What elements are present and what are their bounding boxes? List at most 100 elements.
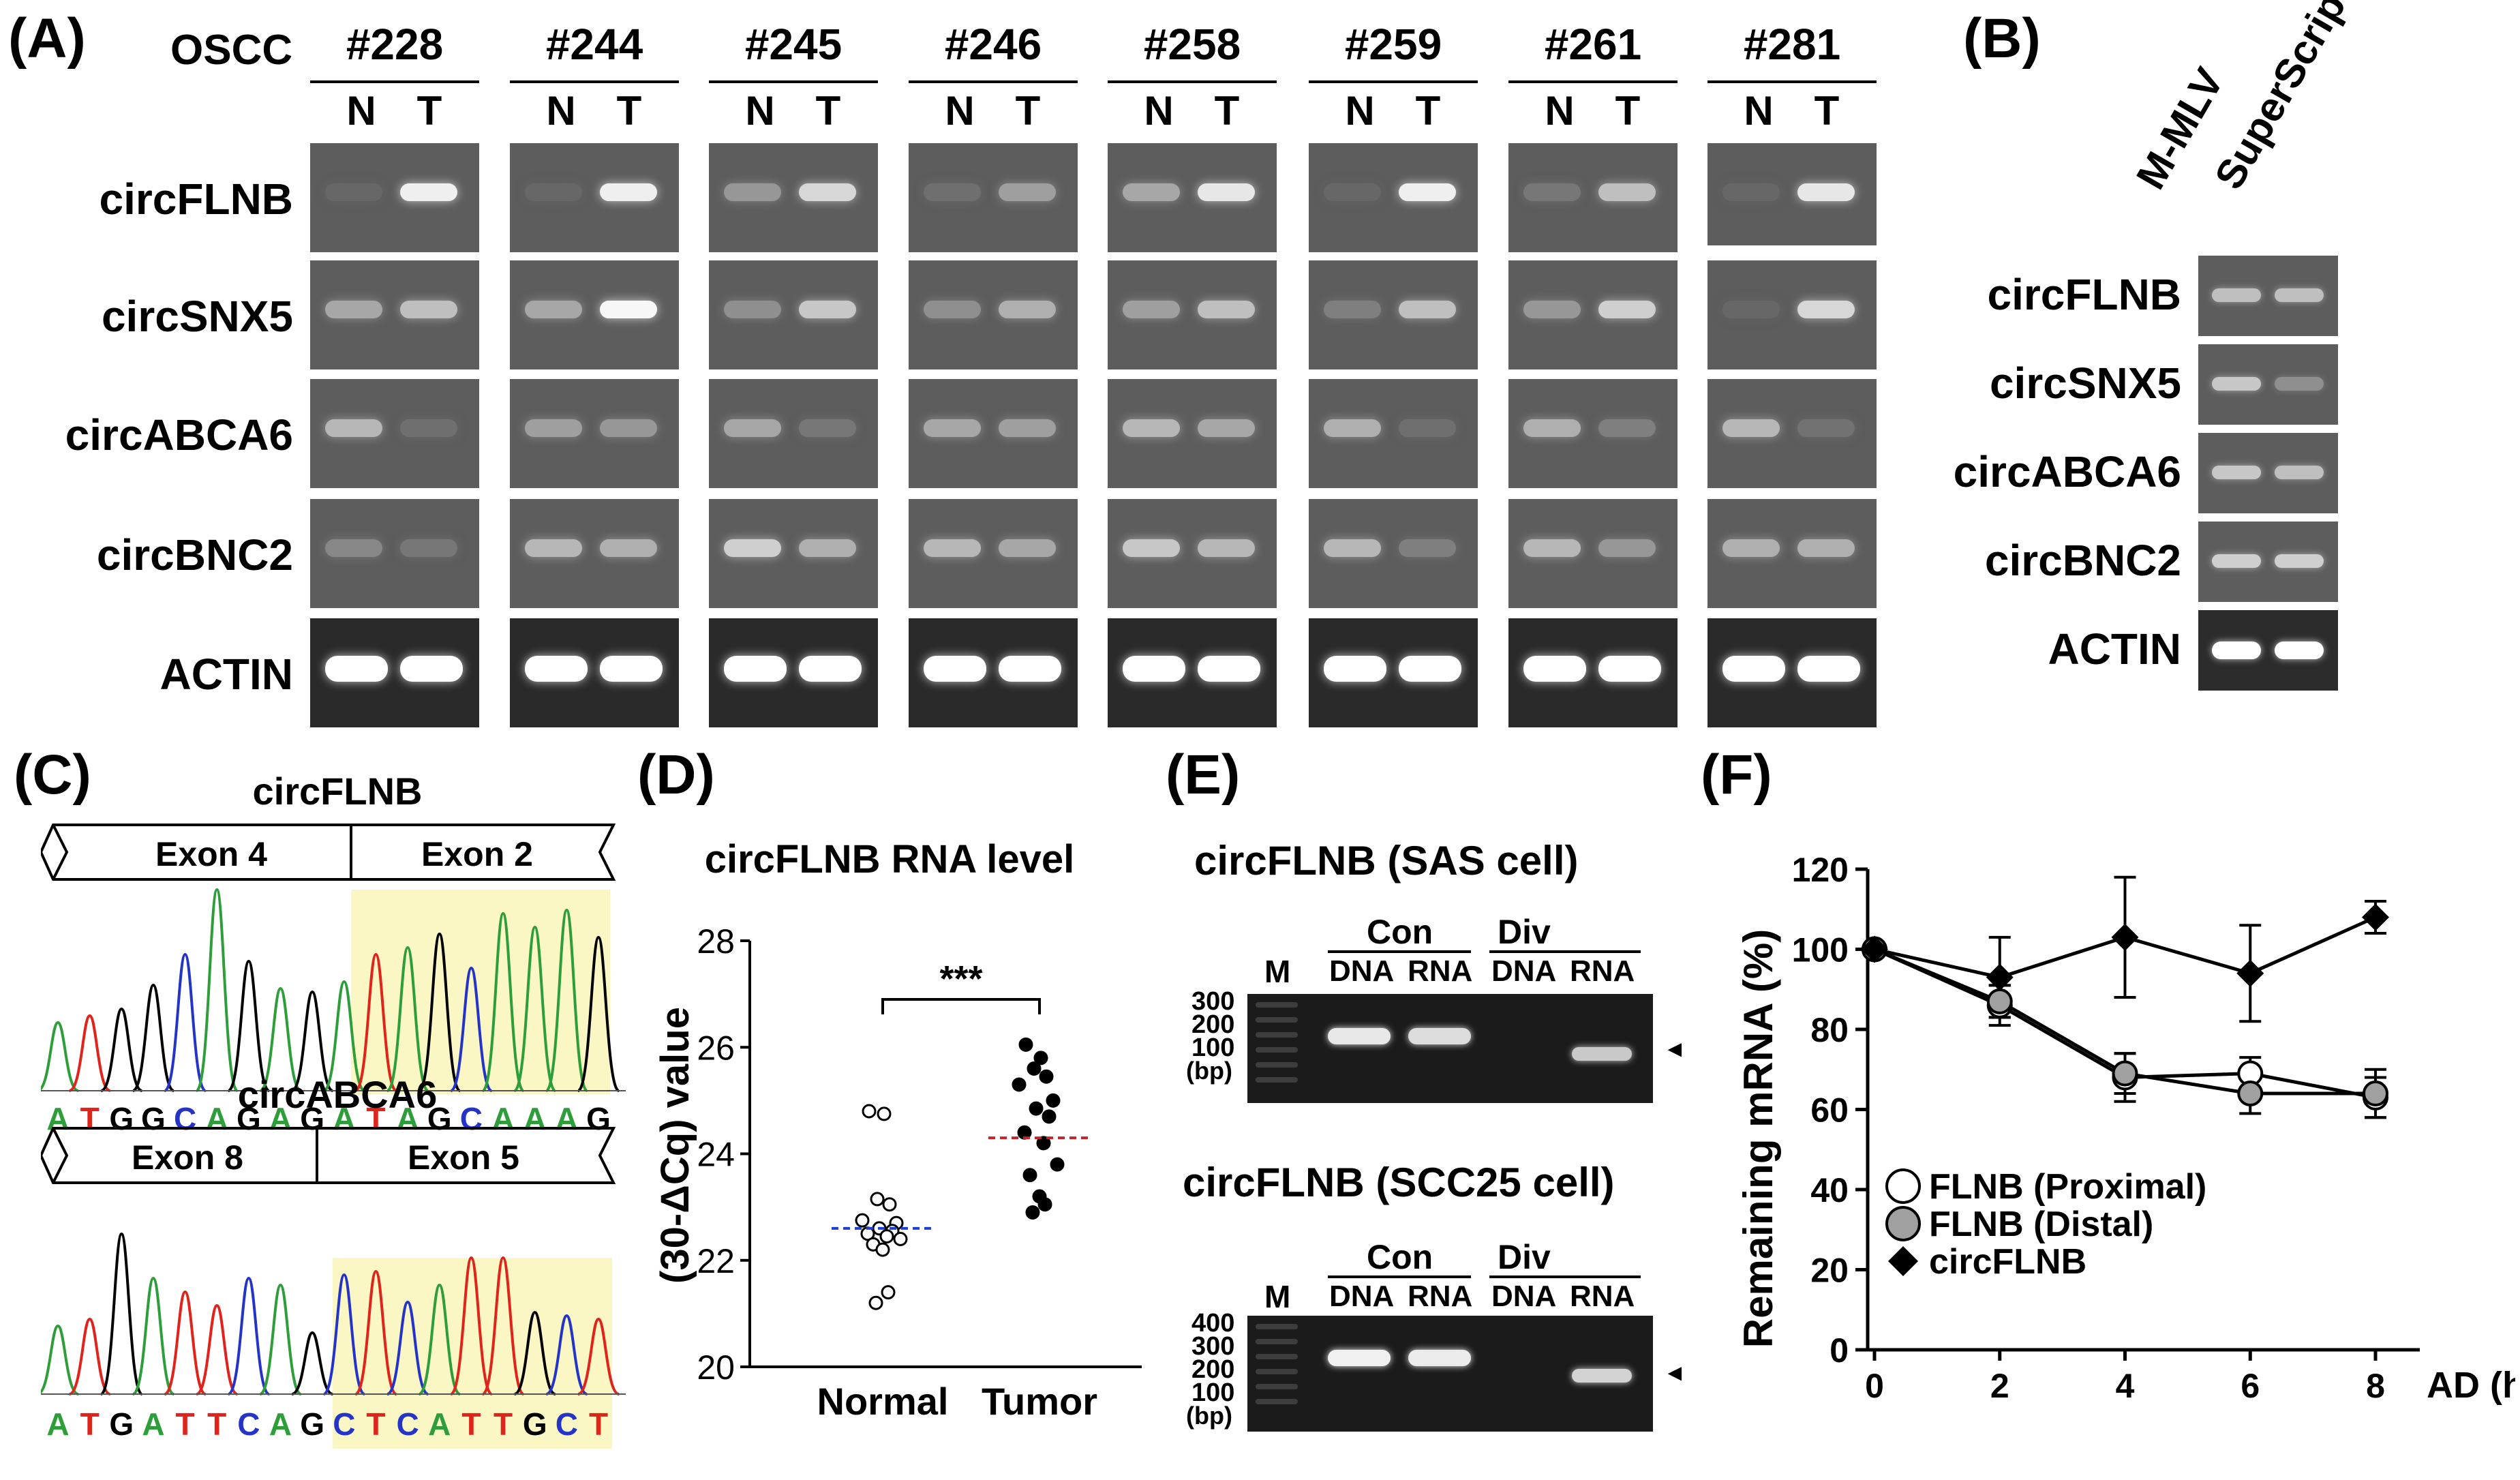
panel-label-e: (E) (1166, 744, 1241, 806)
lane-label-rna: RNA (1408, 954, 1473, 988)
band-normal (525, 539, 582, 557)
sequence-base: T (80, 1406, 100, 1442)
gel-lane-block (1508, 499, 1678, 608)
chromatogram-peak (259, 1283, 302, 1395)
band-tumor (1399, 183, 1456, 201)
band-tumor (999, 301, 1056, 318)
band-normal (724, 301, 781, 318)
row-label-circsnx5: circSNX5 (1989, 359, 2181, 408)
sequence-base: A (269, 1101, 292, 1136)
ladder-band (1256, 1399, 1298, 1404)
data-point-tumor (1022, 1168, 1037, 1183)
data-point-circflnb (2236, 959, 2264, 987)
oscc-label: OSCC (170, 27, 293, 74)
band-tumor (1598, 301, 1656, 318)
band-arrowhead: ◄ (1663, 1036, 1686, 1062)
data-point-tumor (1046, 1093, 1061, 1108)
panel-label-c: (C) (14, 744, 91, 806)
band-normal (325, 656, 388, 682)
bottom-chromatogram-title: circABCA6 (238, 1073, 438, 1116)
data-point-circflnb (2111, 923, 2139, 951)
band-normal (924, 419, 981, 437)
lane-label-n: N (945, 88, 975, 134)
sequence-base: T (366, 1101, 385, 1136)
band-normal (1123, 539, 1180, 557)
top-exon-box (41, 824, 616, 881)
band-tumor (600, 183, 657, 201)
data-point-normal (870, 1192, 885, 1207)
lane-label-dna: DNA (1329, 954, 1395, 988)
band-tumor (1797, 301, 1855, 318)
lane-label-n: N (1144, 88, 1174, 134)
sequence-base: G (237, 1101, 261, 1136)
group-label-div: Div (1498, 913, 1551, 951)
band-tumor (1797, 656, 1860, 682)
data-point-distal (2237, 1081, 2264, 1106)
band-arrowhead: ◄ (1663, 1360, 1686, 1386)
sequence-base: A (523, 1101, 546, 1136)
group-label-con: Con (1367, 1238, 1433, 1276)
sample-underline (709, 80, 878, 83)
legend-marker-circflnb (1888, 1246, 1918, 1276)
ladder-size-label: 300 (1191, 1332, 1235, 1361)
gel-lane-block (1508, 143, 1678, 252)
ladder-band (1256, 1047, 1298, 1053)
gel-lane-block (510, 143, 679, 252)
row-label-actin: ACTIN (160, 650, 293, 699)
sequence-base: A (556, 1101, 578, 1136)
sample-header: #228 (310, 19, 479, 83)
top-chromatogram-trace (41, 888, 626, 1092)
bottom-chromatogram-trace (41, 1232, 626, 1395)
chromatogram-peak (68, 1317, 111, 1395)
scc25-gel-title: circFLNB (SCC25 cell) (1183, 1160, 1615, 1205)
legend-label: circFLNB (1929, 1242, 2086, 1282)
lane-label-t: T (416, 88, 442, 134)
gel-lane-block (1309, 379, 1478, 488)
sequence-base: G (300, 1406, 324, 1442)
chromatogram-peak (164, 952, 207, 1092)
band-tumor (400, 419, 457, 437)
lane-label-rna: RNA (1408, 1280, 1473, 1313)
chromatogram-peak (41, 1021, 79, 1092)
x-category-label: Normal (817, 1380, 949, 1423)
gel-lane-block (709, 618, 878, 727)
gel-lane-block (310, 260, 479, 369)
band-tumor (400, 539, 457, 557)
top-chromatogram-title: circFLNB (253, 770, 423, 813)
ladder-size-label: (bp) (1186, 1402, 1232, 1430)
sample-header: #244 (510, 19, 679, 83)
lane-label-t: T (1814, 88, 1840, 134)
group-label-con: Con (1367, 913, 1433, 951)
band-normal (924, 539, 981, 557)
gel-lane-block (709, 260, 878, 369)
band-tumor (799, 656, 862, 682)
band-normal (525, 656, 588, 682)
lane-label-n: N (745, 88, 775, 134)
band-tumor (600, 301, 657, 318)
y-tick-label: 100 (1792, 931, 1849, 969)
band-tumor (1598, 539, 1656, 557)
chromatogram-peak (545, 1314, 588, 1395)
data-point-distal (2112, 1060, 2138, 1087)
bottom-exon-right-label: Exon 5 (408, 1138, 519, 1177)
row-label-circflnb: circFLNB (1987, 270, 2182, 319)
y-tick-label: 28 (697, 922, 735, 961)
sequence-base: A (428, 1406, 451, 1442)
sample-header: #261 (1508, 19, 1678, 83)
chromatogram-peak (450, 966, 493, 1092)
band-tumor (999, 656, 1061, 682)
sample-underline (1309, 80, 1478, 83)
band-tumor (1797, 419, 1855, 437)
band-tumor (1598, 183, 1656, 201)
data-point-normal (881, 1285, 896, 1300)
gel-lane-block (709, 499, 878, 608)
chromatogram-peak (417, 932, 461, 1092)
sequence-base: C (174, 1101, 196, 1136)
y-tick-label: 80 (1810, 1011, 1849, 1049)
sample-underline (1707, 80, 1877, 83)
sample-underline (310, 80, 479, 83)
band-normal (1523, 539, 1581, 557)
data-point-normal (879, 1229, 894, 1244)
sequence-base: T (461, 1406, 481, 1442)
chromatogram-peak (291, 1331, 333, 1395)
